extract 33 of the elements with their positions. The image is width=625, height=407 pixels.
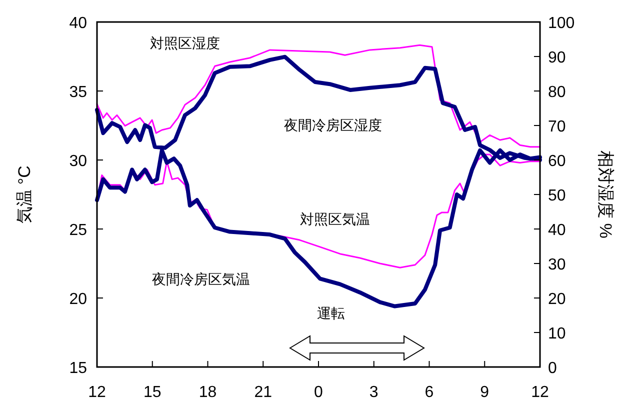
annotation: 運転 [317, 305, 345, 321]
y2-tick-label: 60 [548, 153, 566, 170]
series-label: 対照区湿度 [150, 35, 220, 51]
y2-axis-title: 相対湿度 % [596, 150, 615, 238]
y2-tick-label: 70 [548, 118, 566, 136]
y2-tick-label: 20 [548, 291, 566, 308]
y-tick-label: 40 [69, 15, 88, 32]
x-tick-label: 21 [254, 384, 272, 401]
x-tick-label: 0 [314, 384, 324, 401]
y-tick-label: 25 [69, 222, 88, 239]
text: 夜間冷房区湿度 [284, 117, 382, 133]
series-label: 対照区気温 [300, 211, 370, 227]
y2-tick-label: 90 [548, 50, 566, 66]
y-tick-label: 15 [69, 360, 88, 377]
y2-tick-label: 100 [548, 15, 575, 32]
y2-tick-label: 30 [548, 256, 566, 274]
x-tick-label: 15 [143, 384, 162, 401]
x-tick-label: 9 [480, 384, 490, 401]
x-tick-label: 6 [424, 384, 434, 401]
y2-tick-label: 80 [548, 84, 566, 101]
x-tick-label: 12 [88, 384, 106, 401]
text: 夜間冷房区気温 [152, 271, 250, 287]
y-tick-label: 30 [69, 153, 88, 170]
x-tick-label: 12 [531, 384, 549, 401]
x-tick-label: 3 [369, 384, 378, 401]
y2-tick-label: 10 [548, 326, 566, 342]
y2-tick-label: 40 [548, 222, 566, 239]
y2-tick-label: 50 [548, 188, 566, 204]
y-axis-title: 気温 °C [15, 166, 34, 224]
y-tick-label: 35 [69, 84, 88, 101]
y2-tick-label: 0 [548, 360, 557, 377]
y-tick-label: 20 [69, 291, 88, 308]
x-tick-label: 18 [198, 384, 217, 401]
